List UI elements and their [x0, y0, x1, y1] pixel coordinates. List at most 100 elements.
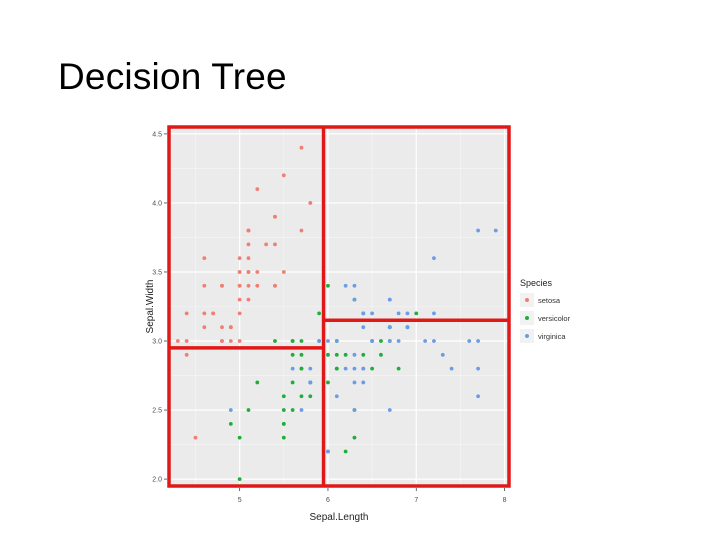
data-point-versicolor: [326, 380, 330, 385]
data-point-versicolor: [281, 421, 286, 426]
data-point-versicolor: [379, 339, 383, 343]
data-point-virginica: [449, 366, 454, 371]
data-point-setosa: [281, 173, 286, 178]
data-point-virginica: [467, 339, 472, 343]
data-point-virginica: [387, 325, 392, 330]
data-point-virginica: [326, 339, 330, 343]
data-point-virginica: [405, 325, 410, 330]
data-point-setosa: [184, 311, 189, 316]
data-point-versicolor: [414, 311, 419, 316]
data-point-setosa: [193, 435, 198, 440]
data-point-versicolor: [290, 408, 295, 412]
data-point-virginica: [432, 256, 436, 261]
data-point-versicolor: [343, 449, 348, 454]
data-point-virginica: [326, 449, 330, 454]
data-point-virginica: [352, 297, 357, 302]
data-point-virginica: [361, 366, 366, 371]
data-point-versicolor: [237, 477, 242, 481]
data-point-virginica: [396, 311, 401, 316]
data-point-versicolor: [308, 394, 313, 399]
data-point-setosa: [184, 352, 189, 357]
data-point-versicolor: [299, 339, 304, 343]
data-point-setosa: [220, 339, 224, 343]
grid-lines: [169, 127, 509, 486]
data-point-virginica: [476, 394, 480, 399]
data-point-virginica: [317, 339, 322, 343]
data-point-virginica: [299, 408, 304, 412]
data-point-virginica: [352, 352, 357, 357]
data-point-virginica: [334, 394, 339, 399]
data-point-versicolor: [299, 366, 304, 371]
y-tick-label: 3.5: [152, 269, 162, 276]
data-point-virginica: [440, 352, 445, 357]
data-point-virginica: [228, 408, 233, 412]
data-point-versicolor: [352, 435, 357, 440]
data-point-virginica: [352, 408, 357, 412]
data-point-setosa: [202, 325, 207, 330]
data-point-virginica: [361, 380, 366, 385]
data-point-virginica: [432, 311, 436, 316]
data-point-virginica: [387, 408, 392, 412]
x-tick-label: 6: [326, 497, 330, 504]
data-point-versicolor: [361, 352, 366, 357]
data-point-setosa: [299, 145, 304, 150]
data-point-setosa: [273, 242, 277, 247]
data-point-versicolor: [317, 311, 322, 316]
x-tick-label: 7: [414, 497, 418, 504]
data-points: [175, 145, 498, 481]
data-point-setosa: [255, 283, 260, 288]
data-point-setosa: [273, 214, 277, 219]
data-point-setosa: [220, 325, 224, 330]
data-point-virginica: [308, 366, 313, 371]
y-tick-label: 2.5: [152, 408, 162, 415]
data-point-setosa: [246, 242, 251, 247]
data-point-versicolor: [334, 366, 339, 371]
y-tick-label: 4.5: [152, 131, 162, 138]
data-point-versicolor: [299, 352, 304, 357]
data-point-versicolor: [299, 394, 304, 399]
data-point-versicolor: [290, 352, 295, 357]
data-point-virginica: [361, 311, 366, 316]
data-point-virginica: [476, 339, 480, 343]
data-point-setosa: [264, 242, 269, 247]
data-point-versicolor: [237, 435, 242, 440]
data-point-setosa: [237, 270, 242, 274]
data-point-virginica: [370, 339, 375, 343]
data-point-versicolor: [343, 352, 348, 357]
data-point-setosa: [237, 297, 242, 302]
legend-marker-setosa: [525, 298, 529, 302]
data-point-virginica: [343, 366, 348, 371]
data-point-versicolor: [290, 380, 295, 385]
data-point-setosa: [246, 228, 251, 233]
data-point-setosa: [228, 325, 233, 330]
data-point-versicolor: [379, 352, 383, 357]
legend-marker-virginica: [525, 334, 529, 338]
split-border: [167, 125, 511, 488]
data-point-versicolor: [246, 408, 251, 412]
x-axis-label: Sepal.Length: [310, 512, 369, 523]
data-point-virginica: [352, 283, 357, 288]
legend: Species setosa versicolor virginica: [520, 278, 571, 343]
data-point-setosa: [202, 256, 207, 261]
data-point-versicolor: [396, 366, 401, 371]
data-point-setosa: [246, 297, 251, 302]
data-point-virginica: [334, 339, 339, 343]
data-point-versicolor: [326, 352, 330, 357]
data-point-setosa: [255, 187, 260, 192]
y-tick-label: 3.0: [152, 339, 162, 346]
data-point-setosa: [255, 270, 260, 274]
data-point-virginica: [476, 228, 480, 233]
data-point-setosa: [184, 339, 189, 343]
axes: 5 6 7 8 2.0 2.5 3.0 3.5 4.0 4.5 Sepal.Length Sepal.…: [145, 131, 507, 523]
data-point-virginica: [493, 228, 498, 233]
data-point-setosa: [246, 270, 251, 274]
legend-marker-versicolor: [525, 316, 529, 320]
data-point-virginica: [405, 311, 410, 316]
decision-splits: [167, 125, 511, 488]
data-point-setosa: [237, 311, 242, 316]
data-point-setosa: [202, 283, 207, 288]
data-point-versicolor: [334, 352, 339, 357]
data-point-versicolor: [255, 380, 260, 385]
data-point-virginica: [387, 297, 392, 302]
data-point-setosa: [202, 311, 207, 316]
